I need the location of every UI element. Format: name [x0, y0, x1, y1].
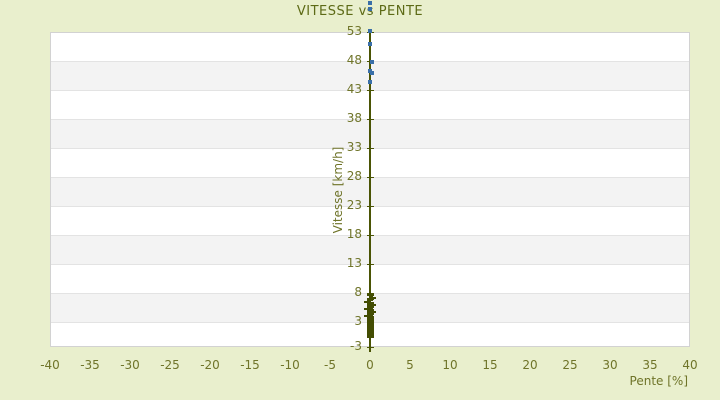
y-tick-label: 53: [346, 24, 362, 38]
x-tick-label: 20: [522, 358, 538, 372]
x-tick-label: 25: [562, 358, 578, 372]
data-point-vitesse-high: [369, 71, 374, 76]
x-tick-label: -15: [240, 358, 260, 372]
x-tick-label: -30: [120, 358, 140, 372]
x-axis-title: Pente [%]: [629, 374, 688, 388]
x-tick-label: -25: [160, 358, 180, 372]
y-axis-title: Vitesse [km/h]: [331, 146, 345, 234]
data-point-vitesse-high: [368, 6, 372, 11]
y-tick-label: 23: [346, 198, 362, 212]
data-point-vitesse-high: [368, 42, 372, 47]
x-tick-label: 10: [442, 358, 458, 372]
y-axis-spine: [369, 29, 371, 352]
x-tick-label: -40: [40, 358, 60, 372]
data-point-vitesse-high: [368, 1, 372, 5]
y-tick-label: 13: [346, 256, 362, 270]
x-tick-label: 35: [642, 358, 658, 372]
data-point-vitesse-high: [369, 59, 374, 64]
x-tick-label: 30: [602, 358, 618, 372]
y-tick-label: 38: [346, 111, 362, 125]
data-point-vitesse-low-cluster: [366, 333, 374, 340]
x-tick-label: 5: [406, 358, 414, 372]
data-point-vitesse-high: [368, 68, 372, 73]
x-tick-label: 40: [682, 358, 698, 372]
chart-title: VITESSE vs PENTE: [296, 4, 424, 19]
y-tick-label: 33: [346, 140, 362, 154]
y-tick-label: 43: [346, 82, 362, 96]
x-tick-label: 0: [366, 358, 374, 372]
x-tick-label: -35: [80, 358, 100, 372]
y-tick-label: 48: [346, 53, 362, 67]
y-tick-label: 18: [346, 227, 362, 241]
y-tick-label: 3: [354, 314, 362, 328]
x-tick-label: -20: [200, 358, 220, 372]
data-point-vitesse-high: [368, 80, 372, 85]
y-tick-label: -3: [350, 339, 362, 353]
x-tick-label: -10: [280, 358, 300, 372]
x-tick-label: 15: [482, 358, 498, 372]
data-point-vitesse-high: [368, 28, 372, 33]
y-tick-label: 8: [354, 285, 362, 299]
y-tick-label: 28: [346, 169, 362, 183]
x-tick-label: -5: [324, 358, 336, 372]
